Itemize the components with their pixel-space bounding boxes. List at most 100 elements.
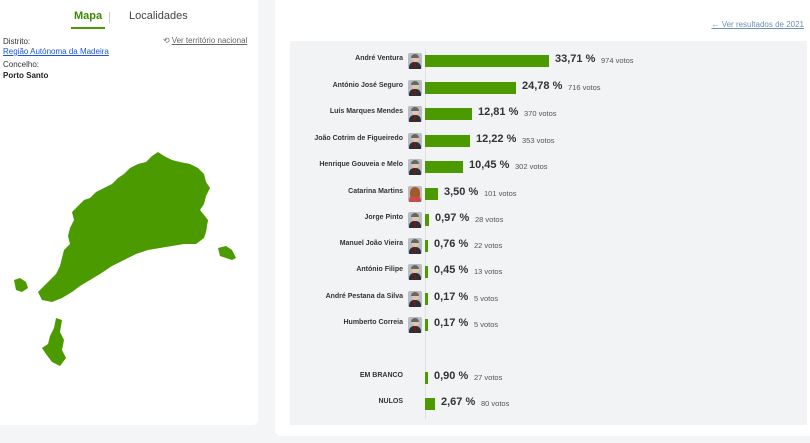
result-percentage: 2,67 % [441,396,476,408]
result-votes: 80 votos [481,399,510,408]
candidate-avatar [408,238,422,254]
ilheu-de-baixo[interactable] [42,318,66,366]
result-bar [425,188,438,200]
candidate-avatar [408,133,422,149]
result-percentage: 12,81 % [478,106,519,118]
district-link[interactable]: Região Autónoma da Madeira [3,47,109,56]
result-percentage: 0,17 % [434,317,469,329]
council-value: Porto Santo [3,71,49,80]
result-votes: 974 votos [601,56,634,65]
results-chart: André Ventura 33,71 % 974 votos António Jos… [290,41,807,425]
result-votes: 101 votos [484,189,517,198]
candidate-avatar [408,106,422,122]
result-votes: 353 votos [522,136,555,145]
result-percentage: 3,50 % [444,186,479,198]
active-tab-indicator [71,27,106,29]
result-row[interactable]: André Ventura 33,71 % 974 votos [290,51,807,71]
result-percentage: 10,45 % [469,159,510,171]
result-percentage: 0,17 % [434,291,469,303]
result-bar [425,135,470,147]
national-territory-link[interactable]: ⟲ Ver território nacional [163,36,247,45]
result-bar [425,293,428,305]
candidate-name: João Cotrim de Figueiredo [314,135,403,142]
candidate-name: Manuel João Vieira [339,240,403,247]
result-bar [425,372,428,384]
candidate-avatar [408,317,422,333]
result-votes: 5 votos [474,294,499,303]
ilheu-da-fonte-da-areia[interactable] [14,278,28,292]
result-votes: 27 votos [474,373,503,382]
tab-map-label: Mapa [74,10,103,22]
result-bar [425,55,549,67]
candidate-avatar [408,159,422,175]
chart-baseline [425,49,426,419]
previous-results-link[interactable]: ← Ver resultados de 2021 [711,20,804,29]
result-bar [425,214,429,226]
candidate-avatar [408,186,422,202]
result-bar [425,266,428,278]
candidate-avatar [408,264,422,280]
candidate-name: António Filipe [356,266,403,273]
result-row[interactable]: NULOS 2,67 % 80 votos [290,394,807,414]
candidate-name: André Ventura [355,55,403,62]
result-votes: 716 votos [568,83,601,92]
tab-divider [109,12,110,23]
candidate-name: Humberto Correia [343,319,403,326]
result-bar [425,240,428,252]
result-percentage: 0,90 % [434,370,469,382]
view-tabs: Mapa Localidades [0,10,258,30]
result-votes: 22 votos [474,241,503,250]
result-row[interactable]: Henrique Gouveia e Melo 10,45 % 302 votos [290,157,807,177]
result-row[interactable]: Jorge Pinto 0,97 % 28 votos [290,210,807,230]
results-card: ← Ver resultados de 2021 André Ventura 33… [275,0,810,436]
council-label: Concelho: [3,60,40,69]
result-row[interactable]: António José Seguro 24,78 % 716 votos [290,78,807,98]
result-percentage: 33,71 % [555,53,596,65]
result-votes: 302 votos [515,162,548,171]
candidate-name: Catarina Martins [348,188,403,195]
candidate-avatar [408,212,422,228]
result-row[interactable]: André Pestana da Silva 0,17 % 5 votos [290,289,807,309]
result-row[interactable]: Manuel João Vieira 0,76 % 22 votos [290,236,807,256]
result-row[interactable]: Catarina Martins 3,50 % 101 votos [290,184,807,204]
candidate-name: António José Seguro [332,82,403,89]
district-label: Distrito: [3,37,31,46]
tab-localities-label: Localidades [129,10,188,22]
candidate-name: EM BRANCO [359,372,403,379]
result-percentage: 12,22 % [476,133,517,145]
result-percentage: 0,97 % [435,212,470,224]
result-votes: 13 votos [474,267,503,276]
result-row[interactable]: Luís Marques Mendes 12,81 % 370 votos [290,104,807,124]
result-percentage: 24,78 % [522,80,563,92]
national-territory-link-label: Ver território nacional [171,36,248,45]
undo-icon: ⟲ [163,36,170,45]
tab-localities[interactable]: Localidades [129,10,188,22]
result-row[interactable]: Humberto Correia 0,17 % 5 votos [290,315,807,335]
result-votes: 370 votos [524,109,557,118]
result-percentage: 0,76 % [434,238,469,250]
result-row[interactable]: João Cotrim de Figueiredo 12,22 % 353 voto… [290,131,807,151]
tab-map[interactable]: Mapa [71,10,106,29]
candidate-avatar [408,291,422,307]
candidate-name: Luís Marques Mendes [329,108,403,115]
result-row[interactable]: António Filipe 0,45 % 13 votos [290,262,807,282]
ilheu-de-cima[interactable] [218,246,236,260]
result-votes: 5 votos [474,320,499,329]
result-percentage: 0,45 % [434,264,469,276]
result-row[interactable]: EM BRANCO 0,90 % 27 votos [290,368,807,388]
candidate-name: NULOS [378,398,404,405]
result-bar [425,319,428,331]
candidate-avatar [408,80,422,96]
porto-santo-map[interactable] [0,140,258,380]
result-votes: 28 votos [475,215,504,224]
result-bar [425,108,472,120]
candidate-name: André Pestana da Silva [325,293,403,300]
result-bar [425,398,435,410]
result-bar [425,161,463,173]
map-panel: Mapa Localidades Distrito: Região Autóno… [0,0,258,425]
result-bar [425,82,516,94]
porto-santo-island[interactable] [38,152,210,302]
candidate-name: Jorge Pinto [364,214,403,221]
candidate-name: Henrique Gouveia e Melo [319,161,403,168]
candidate-avatar [408,53,422,69]
